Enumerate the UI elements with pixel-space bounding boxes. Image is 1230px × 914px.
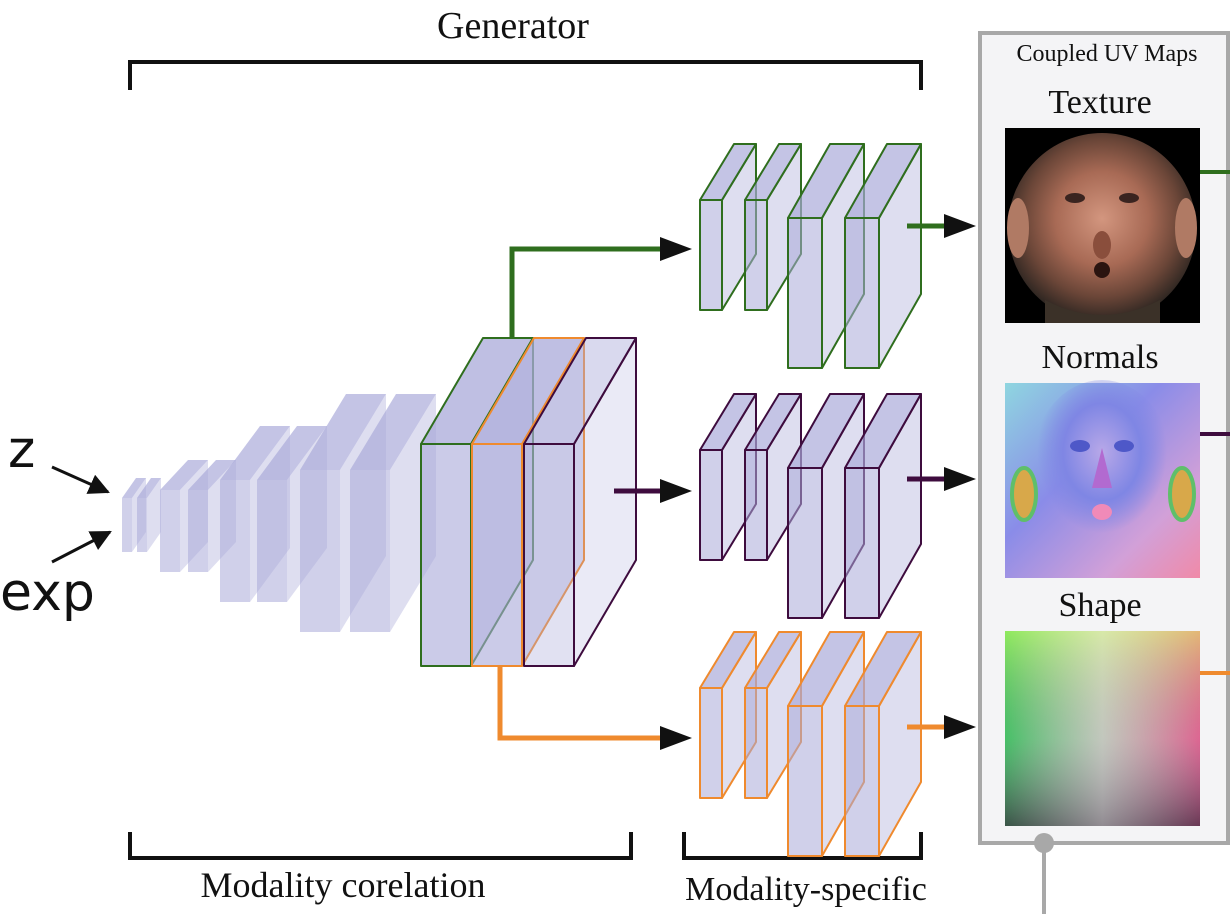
correlation-bracket: [128, 832, 633, 860]
z-input-label: z: [8, 420, 35, 480]
shared-block-purple: [523, 337, 637, 667]
normals-branch-blocks: [699, 393, 922, 619]
specific-bracket: [682, 832, 923, 860]
green-connector-arrowhead: [660, 237, 692, 261]
texture-branch-block: [787, 143, 865, 369]
exp-input-label: exp: [0, 563, 95, 623]
normals-output-arrowhead: [944, 467, 976, 491]
shape-label: Shape: [1058, 587, 1141, 624]
correlation-blocks: [122, 337, 637, 667]
exp-arrow: [51, 530, 112, 564]
normals-map-image: [1005, 380, 1200, 578]
normals-label: Normals: [1041, 339, 1158, 376]
orange-connector: [497, 666, 672, 741]
texture-branch-block: [744, 143, 802, 311]
texture-label: Texture: [1048, 84, 1151, 121]
uv-maps-panel-title: Coupled UV Maps: [1017, 41, 1198, 67]
generator-bracket: [128, 60, 923, 90]
shape-branch-blocks: [699, 631, 922, 857]
shape-output-arrowhead: [944, 715, 976, 739]
shape-branch-block: [699, 631, 757, 799]
z-arrow: [51, 465, 110, 494]
shape-map-image: [1005, 631, 1200, 826]
green-connector: [509, 246, 672, 338]
texture-map-image: [1005, 128, 1200, 323]
panel-output-node: [1034, 833, 1054, 853]
texture-branch-block: [844, 143, 922, 369]
purple-connector-arrowhead: [660, 479, 692, 503]
generator-title: Generator: [437, 5, 589, 47]
texture-branch-blocks: [699, 143, 922, 369]
texture-output-arrowhead: [944, 214, 976, 238]
specific-label: Modality-specific: [685, 871, 927, 908]
shape-branch-block: [744, 631, 802, 799]
shape-branch-block: [844, 631, 922, 857]
correlation-label: Modality corelation: [201, 865, 486, 905]
normals-branch-block: [844, 393, 922, 619]
encoder-block: [137, 478, 161, 552]
orange-connector-arrowhead: [660, 726, 692, 750]
